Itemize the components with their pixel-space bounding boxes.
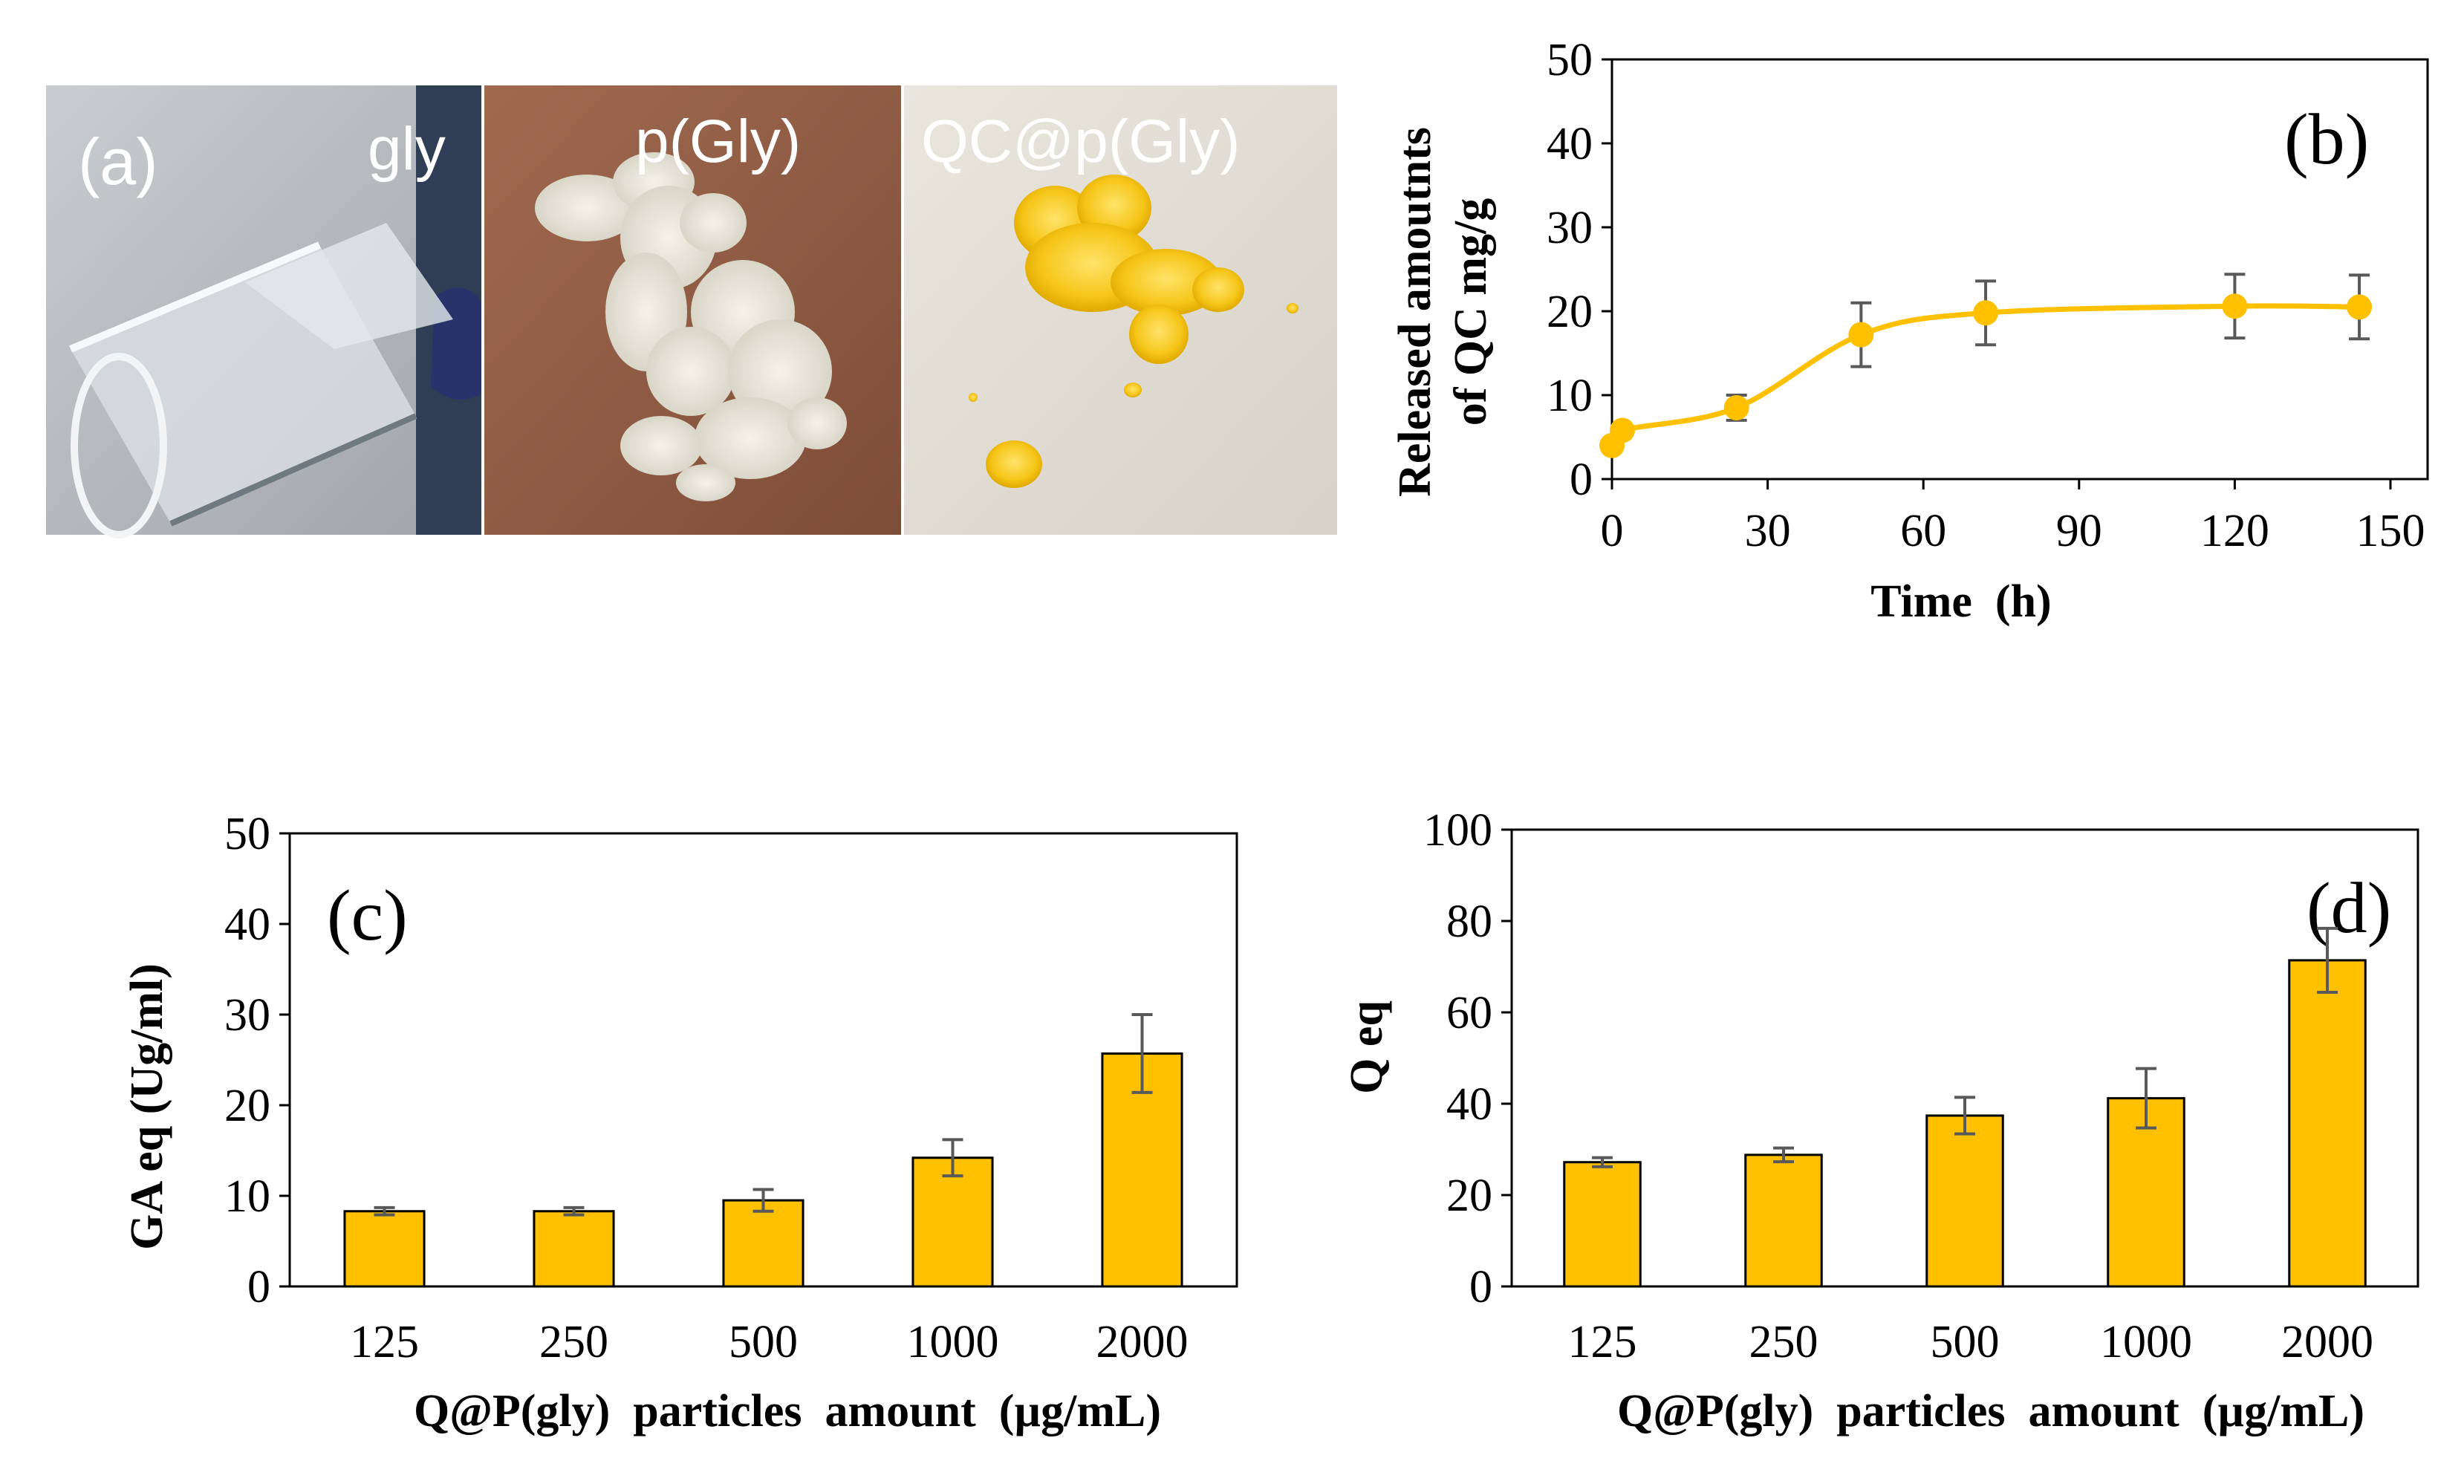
panel-label-b: (b)	[2284, 100, 2369, 180]
y-tick-label-c: 40	[224, 899, 270, 950]
q-eq-bar-chart: (d) Q@P(gly) particles amount (µg/mL) Q …	[1342, 805, 2419, 1436]
x-tick-label-c: 500	[729, 1317, 798, 1367]
x-axis-title-b: Time (h)	[1870, 576, 2051, 627]
data-point-b	[1848, 322, 1874, 348]
data-point-b	[1723, 394, 1749, 420]
data-point-b	[2222, 293, 2248, 319]
bar-c	[533, 1210, 615, 1288]
x-tick-label-c: 1000	[907, 1317, 999, 1367]
bar-c	[343, 1210, 426, 1288]
x-axis-title-c: Q@P(gly) particles amount (µg/mL)	[414, 1386, 1161, 1436]
y-tick-label-c: 10	[224, 1171, 270, 1222]
ga-eq-bar-chart: (c) Q@P(gly) particles amount (µg/mL) GA…	[122, 809, 1238, 1436]
bar-d	[1563, 1161, 1642, 1288]
photo-label-pgly: p(Gly)	[635, 108, 801, 175]
photo-qc-pgly	[903, 85, 1337, 535]
x-tick-label-d: 1000	[2100, 1317, 2192, 1367]
y-tick-label-b: 40	[1547, 119, 1593, 169]
panel-label-a: (a)	[78, 125, 158, 198]
photo-pgly	[483, 85, 903, 535]
x-tick-label-b: 90	[2056, 506, 2102, 556]
panel-label-d: (d)	[2307, 868, 2391, 948]
x-tick-label-c: 2000	[1096, 1317, 1189, 1367]
data-point-b	[2347, 294, 2373, 320]
y-axis-title-b-line1: Released amoutnts	[1390, 127, 1440, 497]
white-powder-illustration	[535, 152, 847, 501]
x-tick-label-d: 125	[1568, 1317, 1637, 1367]
bar-c	[722, 1199, 804, 1288]
data-point-b	[1973, 300, 1999, 326]
x-tick-label-b: 150	[2356, 506, 2425, 556]
y-tick-label-c: 50	[224, 809, 270, 859]
y-tick-label-d: 100	[1423, 805, 1492, 856]
y-tick-label-b: 10	[1547, 371, 1593, 421]
panel-label-c: (c)	[327, 876, 408, 956]
y-tick-label-d: 0	[1469, 1262, 1492, 1312]
y-axis-title-b-line2: of QC mg/g	[1446, 198, 1496, 426]
bar-d	[1744, 1153, 1823, 1288]
y-tick-label-c: 20	[224, 1081, 270, 1131]
y-tick-label-d: 20	[1446, 1171, 1492, 1221]
x-tick-label-b: 0	[1601, 506, 1624, 556]
photo-label-gly: gly	[368, 115, 446, 183]
x-tick-label-d: 250	[1749, 1317, 1818, 1367]
x-tick-label-c: 250	[539, 1317, 608, 1367]
y-tick-label-b: 30	[1547, 203, 1593, 253]
yellow-powder-illustration	[969, 175, 1298, 488]
release-line-chart: (b) Time (h) Released amoutnts of QC mg/…	[1390, 35, 2429, 627]
x-axis-title-d: Q@P(gly) particles amount (µg/mL)	[1617, 1386, 2364, 1436]
y-tick-label-d: 40	[1446, 1079, 1492, 1130]
x-tick-label-d: 2000	[2281, 1317, 2373, 1367]
y-tick-label-b: 0	[1570, 455, 1593, 505]
x-tick-label-c: 125	[350, 1317, 419, 1367]
x-tick-label-d: 500	[1931, 1317, 2000, 1367]
x-tick-label-b: 120	[2200, 506, 2269, 556]
y-tick-label-c: 30	[224, 990, 270, 1041]
y-tick-label-b: 20	[1547, 287, 1593, 337]
y-axis-title-c: GA eq (Ug/ml)	[122, 963, 172, 1250]
y-tick-label-c: 0	[247, 1262, 270, 1312]
x-tick-label-b: 30	[1745, 506, 1791, 556]
x-tick-label-b: 60	[1900, 506, 1946, 556]
y-axis-title-d: Q eq	[1342, 1000, 1392, 1094]
y-tick-label-b: 50	[1547, 35, 1593, 85]
plot-frame-b	[1610, 58, 2429, 481]
photo-gly	[46, 85, 483, 538]
bar-d	[2288, 959, 2367, 1288]
y-tick-label-d: 80	[1446, 896, 1492, 947]
bar-d	[1925, 1114, 2004, 1288]
data-point-b	[1609, 417, 1635, 443]
glass-vial-illustration	[69, 223, 453, 538]
photo-panel: (a) gly p(Gly) QC@p(Gly)	[46, 85, 1337, 538]
photo-label-qc-pgly: QC@p(Gly)	[921, 108, 1240, 175]
y-tick-label-d: 60	[1446, 988, 1492, 1038]
